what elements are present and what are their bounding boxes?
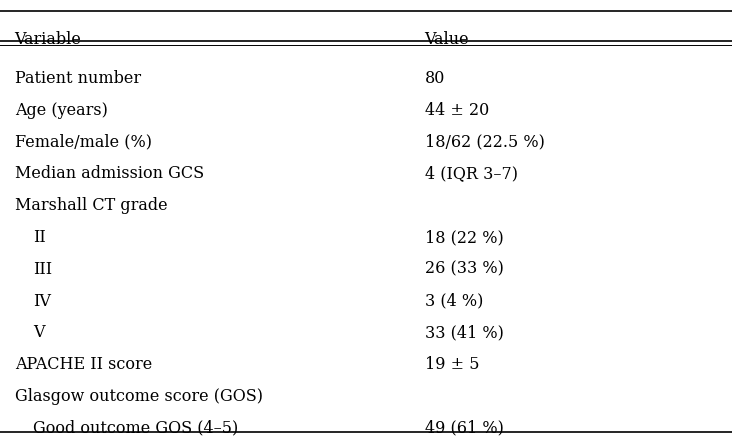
Text: 4 (IQR 3–7): 4 (IQR 3–7) xyxy=(425,165,518,182)
Text: V: V xyxy=(33,324,45,341)
Text: Female/male (%): Female/male (%) xyxy=(15,133,152,150)
Text: Glasgow outcome score (GOS): Glasgow outcome score (GOS) xyxy=(15,388,263,405)
Text: Patient number: Patient number xyxy=(15,70,141,87)
Text: Age (years): Age (years) xyxy=(15,102,108,119)
Text: Median admission GCS: Median admission GCS xyxy=(15,165,203,182)
Text: 18 (22 %): 18 (22 %) xyxy=(425,229,504,246)
Text: 19 ± 5: 19 ± 5 xyxy=(425,356,479,373)
Text: 80: 80 xyxy=(425,70,445,87)
Text: IV: IV xyxy=(33,293,51,310)
Text: 26 (33 %): 26 (33 %) xyxy=(425,261,504,278)
Text: 44 ± 20: 44 ± 20 xyxy=(425,102,489,119)
Text: 18/62 (22.5 %): 18/62 (22.5 %) xyxy=(425,133,545,150)
Text: APACHE II score: APACHE II score xyxy=(15,356,152,373)
Text: Value: Value xyxy=(425,31,469,48)
Text: II: II xyxy=(33,229,45,246)
Text: 33 (41 %): 33 (41 %) xyxy=(425,324,504,341)
Text: III: III xyxy=(33,261,52,278)
Text: Marshall CT grade: Marshall CT grade xyxy=(15,197,168,214)
Text: 3 (4 %): 3 (4 %) xyxy=(425,293,483,310)
Text: 49 (61 %): 49 (61 %) xyxy=(425,420,504,436)
Text: Good outcome GOS (4–5): Good outcome GOS (4–5) xyxy=(33,420,238,436)
Text: Variable: Variable xyxy=(15,31,81,48)
